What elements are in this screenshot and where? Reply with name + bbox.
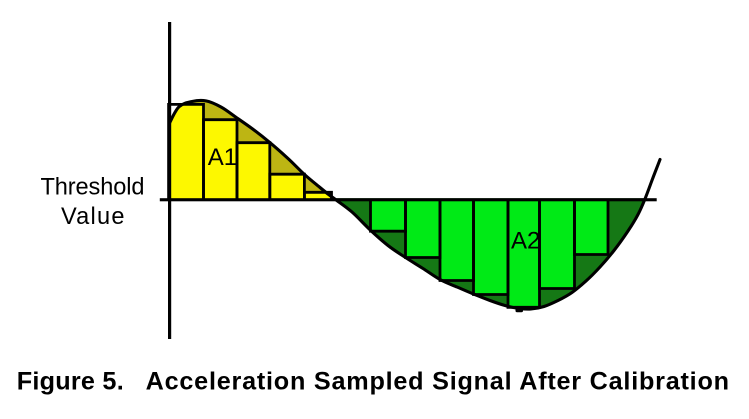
svg-text:A2: A2 bbox=[511, 227, 540, 254]
svg-text:Acceleration Sampled Signal Af: Acceleration Sampled Signal After Calibr… bbox=[146, 368, 729, 396]
svg-text:Value: Value bbox=[61, 204, 125, 230]
svg-text:Figure 5.: Figure 5. bbox=[17, 368, 124, 396]
svg-text:A1: A1 bbox=[208, 144, 237, 171]
svg-text:Threshold: Threshold bbox=[41, 174, 145, 200]
